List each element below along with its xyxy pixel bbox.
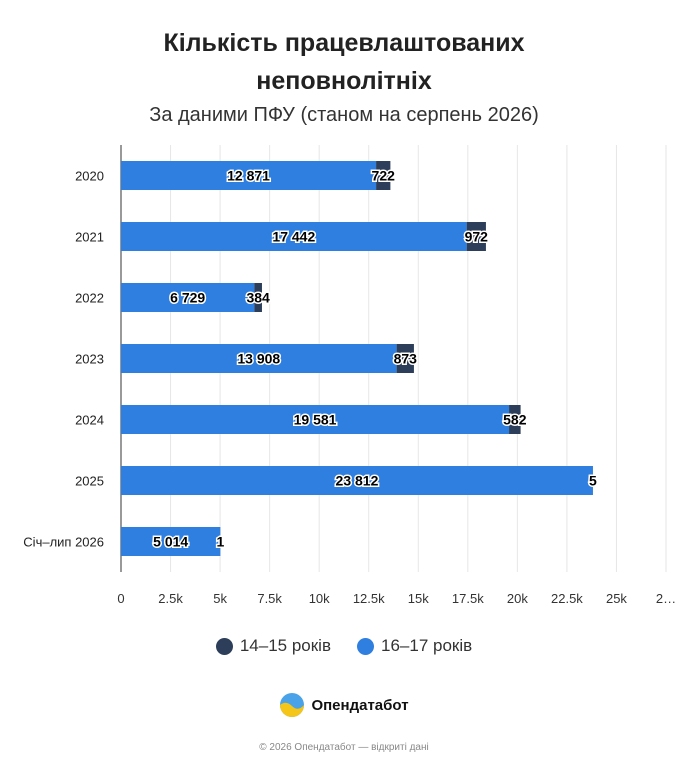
category-label: Січ–лип 2026 bbox=[23, 535, 104, 550]
data-label-14-15: 582 bbox=[503, 412, 527, 428]
opendatabot-logo-icon bbox=[280, 693, 305, 717]
legend-item-16-17[interactable]: 16–17 років bbox=[357, 636, 472, 656]
x-tick-label: 2.5k bbox=[158, 591, 183, 606]
data-label-14-15: 972 bbox=[465, 229, 489, 245]
category-label: 2024 bbox=[75, 413, 104, 428]
bar-14-15 bbox=[254, 283, 262, 312]
x-tick-label: 17.5k bbox=[452, 591, 484, 606]
bar-14-15 bbox=[466, 222, 486, 251]
bar-16-17 bbox=[121, 222, 467, 251]
category-label: 2022 bbox=[75, 291, 104, 306]
chart-legend: 14–15 років 16–17 років bbox=[0, 636, 688, 656]
category-label: 2020 bbox=[75, 169, 104, 184]
bar-16-17 bbox=[121, 466, 593, 495]
x-tick-label: 20k bbox=[507, 591, 528, 606]
bar-14-15 bbox=[396, 344, 414, 373]
bar-14-15 bbox=[376, 161, 391, 190]
bar-16-17 bbox=[121, 527, 221, 556]
bar-14-15 bbox=[509, 405, 521, 434]
data-label-16-17: 5 014 bbox=[153, 534, 188, 550]
x-tick-label: 10k bbox=[309, 591, 330, 606]
x-tick-label: 12.5k bbox=[353, 591, 385, 606]
bar-16-17 bbox=[121, 344, 397, 373]
legend-dot-16-17 bbox=[357, 637, 374, 655]
brand-name: Опендатабот bbox=[311, 696, 409, 714]
legend-item-14-15[interactable]: 14–15 років bbox=[215, 636, 331, 656]
data-label-16-17: 19 581 bbox=[294, 412, 337, 428]
x-tick-label: 25k bbox=[606, 591, 627, 606]
category-label: 2025 bbox=[75, 474, 104, 489]
bar-16-17 bbox=[121, 283, 255, 312]
category-label: 2023 bbox=[75, 352, 104, 367]
data-label-14-15: 1 bbox=[216, 534, 224, 550]
legend-label-16-17: 16–17 років bbox=[381, 636, 473, 655]
bar-16-17 bbox=[121, 161, 377, 190]
x-tick-label: 2… bbox=[656, 591, 676, 606]
legend-label-14-15: 14–15 років bbox=[239, 636, 331, 655]
data-label-16-17: 23 812 bbox=[336, 473, 379, 489]
x-tick-label: 5k bbox=[213, 591, 227, 606]
data-label-16-17: 12 871 bbox=[227, 168, 270, 184]
chart-title-line-1: Кількість працевлаштованих bbox=[163, 29, 525, 57]
chart-title: Кількість працевлаштованих неповнолітніх bbox=[0, 24, 688, 100]
data-label-14-15: 873 bbox=[394, 351, 418, 367]
category-label: 2021 bbox=[75, 230, 104, 245]
footer-note: © 2026 Опендатабот — відкриті дані bbox=[259, 742, 429, 753]
data-label-16-17: 17 442 bbox=[272, 229, 315, 245]
x-tick-label: 7.5k bbox=[257, 591, 282, 606]
bar-chart: 0 2.5k 5k 7.5k 10k 12.5k 15k 17.5k 20k 22.5k 25k 2…… bbox=[23, 145, 676, 606]
bar-16-17 bbox=[121, 405, 510, 434]
x-tick-label: 15k bbox=[408, 591, 429, 606]
data-label-16-17: 13 908 bbox=[237, 351, 280, 367]
data-label-14-15: 722 bbox=[372, 168, 396, 184]
data-label-16-17: 6 729 bbox=[170, 290, 205, 306]
x-tick-label: 22.5k bbox=[551, 591, 583, 606]
x-tick-label: 0 bbox=[117, 591, 124, 606]
chart-title-line-2: неповнолітніх bbox=[256, 67, 432, 95]
data-label-14-15: 384 bbox=[246, 290, 270, 306]
brand[interactable]: Опендатабот bbox=[0, 692, 688, 718]
legend-dot-14-15 bbox=[215, 637, 233, 655]
data-label-14-15: 5 bbox=[589, 473, 597, 489]
chart-subtitle: За даними ПФУ (станом на серпень 2026) bbox=[149, 104, 539, 126]
